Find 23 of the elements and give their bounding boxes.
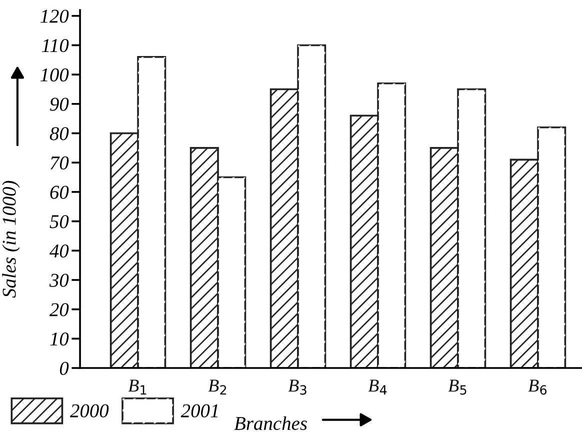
y-tick-label: 70	[50, 156, 69, 170]
x-axis-title: Branches	[234, 416, 307, 430]
x-tick-label: B$_{4}$	[368, 380, 387, 395]
x-tick-label: B$_{5}$	[448, 380, 466, 395]
y-tick-label: 0	[60, 362, 69, 375]
y-tick-label: 80	[50, 127, 69, 140]
y-tick-label: 20	[49, 303, 69, 316]
y-tick-label: 30	[49, 274, 69, 287]
y-tick-label: 120	[40, 10, 69, 23]
legend-label: 2000	[70, 404, 109, 418]
x-tick-label: B$_{2}$	[208, 380, 226, 395]
x-tick-label: B$_{3}$	[288, 380, 306, 395]
y-tick-label: 50	[50, 215, 69, 228]
y-axis-title: Sales (in 1000)	[2, 180, 20, 298]
x-tick-label: B$_{1}$	[128, 380, 146, 395]
y-tick-label: 110	[42, 39, 69, 52]
x-tick-label: B$_{6}$	[528, 380, 547, 395]
y-tick-label: 40	[50, 244, 69, 258]
y-tick-label: 90	[50, 98, 69, 111]
legend-label: 2001	[180, 404, 218, 418]
y-tick-label: 10	[50, 332, 69, 346]
y-tick-label: 60	[50, 186, 69, 199]
y-tick-label: 100	[40, 68, 69, 82]
